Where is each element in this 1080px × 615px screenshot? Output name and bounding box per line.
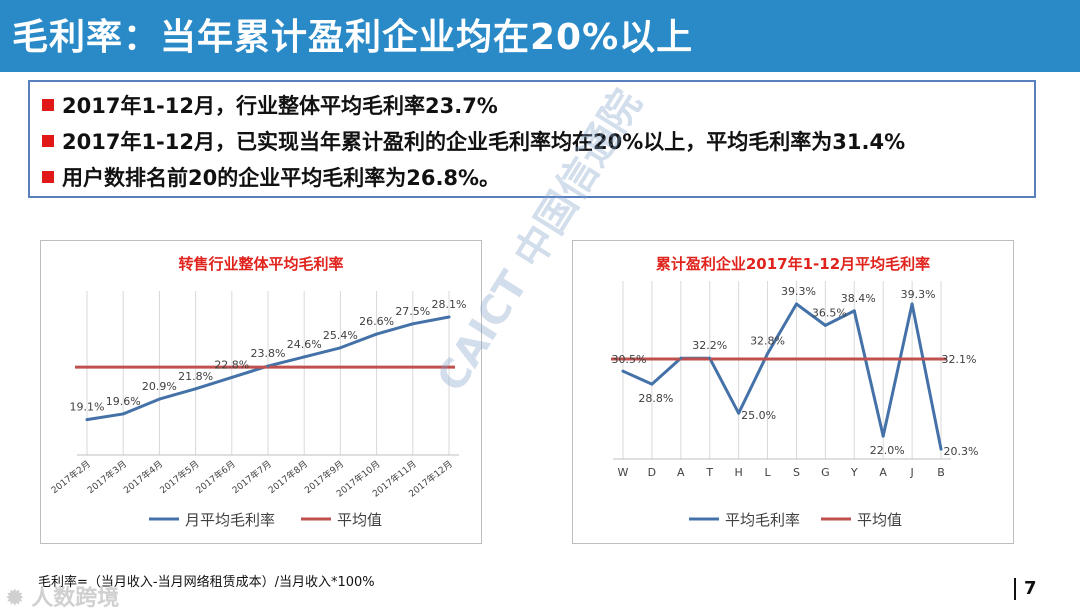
data-point bbox=[823, 323, 827, 327]
x-tick-label: A bbox=[677, 466, 685, 479]
data-label: 20.3% bbox=[944, 445, 979, 458]
data-label: 27.5% bbox=[395, 305, 430, 318]
x-tick-label: B bbox=[937, 466, 945, 479]
header-bar: 毛利率：当年累计盈利企业均在20%以上 bbox=[0, 0, 1080, 72]
bullet-text: 2017年1-12月，行业整体平均毛利率23.7% bbox=[62, 94, 498, 118]
legend-label: 月平均毛利率 bbox=[185, 511, 275, 529]
x-tick-label: Y bbox=[850, 466, 858, 479]
x-tick-label: J bbox=[909, 466, 913, 479]
watermark-logo: 🟓 人数跨境 bbox=[6, 586, 120, 611]
data-label: 39.3% bbox=[781, 285, 816, 298]
x-tick-label: H bbox=[734, 466, 742, 479]
data-point bbox=[302, 355, 306, 359]
bullet-item: 用户数排名前20的企业平均毛利率为26.8%。 bbox=[42, 162, 500, 192]
data-point bbox=[621, 369, 625, 373]
data-label: 20.9% bbox=[142, 380, 177, 393]
data-point bbox=[852, 309, 856, 313]
data-label: 32.8% bbox=[750, 335, 785, 348]
bullet-item: 2017年1-12月，行业整体平均毛利率23.7% bbox=[42, 90, 498, 120]
data-label: 32.2% bbox=[692, 339, 727, 352]
data-point bbox=[411, 322, 415, 326]
data-label: 23.8% bbox=[251, 347, 286, 360]
x-tick-label: 2017年4月 bbox=[121, 458, 165, 496]
x-tick-label: 2017年3月 bbox=[85, 458, 129, 496]
industry-margin-chart: 转售行业整体平均毛利率 19.1% 19.6%20.9%21.8%22.8%23.8… bbox=[49, 255, 467, 529]
data-point bbox=[708, 356, 712, 360]
x-tick-label: 2017年6月 bbox=[194, 458, 238, 496]
page-number: 7 bbox=[1014, 578, 1037, 600]
data-point bbox=[679, 356, 683, 360]
legend-label: 平均毛利率 bbox=[725, 511, 800, 529]
data-point bbox=[121, 412, 125, 416]
chart-title: 转售行业整体平均毛利率 bbox=[178, 255, 343, 273]
x-tick-label: A bbox=[879, 466, 887, 479]
summary-box: 2017年1-12月，行业整体平均毛利率23.7% 2017年1-12月，已实现… bbox=[28, 80, 1036, 198]
data-point bbox=[939, 447, 943, 451]
data-point bbox=[766, 352, 770, 356]
x-tick-label: D bbox=[648, 466, 656, 479]
x-tick-label: W bbox=[618, 466, 629, 479]
bullet-item: 2017年1-12月，已实现当年累计盈利的企业毛利率均在20%以上，平均毛利率为… bbox=[42, 126, 905, 156]
chart-panel-industry: 转售行业整体平均毛利率 19.1% 19.6% 20.9% 21.8% 22.8% 23.8… bbox=[40, 240, 482, 544]
data-label: 26.6% bbox=[359, 315, 394, 328]
data-label: 19.6% bbox=[106, 395, 141, 408]
data-label: 28.8% bbox=[638, 392, 673, 405]
bullet-marker-icon bbox=[42, 135, 54, 147]
chart-title: 累计盈利企业2017年1-12月平均毛利率 bbox=[656, 255, 930, 273]
x-tick-label: 2017年2月 bbox=[49, 458, 93, 496]
x-tick-label: 2017年8月 bbox=[266, 458, 310, 496]
x-tick-label: T bbox=[705, 466, 713, 479]
data-label: 30.5% bbox=[612, 353, 647, 366]
data-point bbox=[650, 382, 654, 386]
data-label: 19.1% bbox=[70, 401, 105, 414]
x-tick-label: S bbox=[793, 466, 800, 479]
x-tick-label: G bbox=[821, 466, 830, 479]
chart-panel-profitable: 累计盈利企业2017年1-12月平均毛利率 30.5% 28.8% 32.2% 25.0… bbox=[572, 240, 1014, 544]
bullet-text: 2017年1-12月，已实现当年累计盈利的企业毛利率均在20%以上，平均毛利率为… bbox=[62, 130, 906, 154]
x-tick-label: 2017年5月 bbox=[157, 458, 201, 496]
series-line-平均毛利率 bbox=[622, 302, 943, 450]
data-point bbox=[230, 375, 234, 379]
data-label: 38.4% bbox=[841, 292, 876, 305]
data-point bbox=[447, 315, 451, 319]
data-point bbox=[881, 434, 885, 438]
data-point bbox=[266, 364, 270, 368]
data-point bbox=[338, 346, 342, 350]
data-point bbox=[194, 387, 198, 391]
bullet-marker-icon bbox=[42, 171, 54, 183]
data-point bbox=[794, 302, 798, 306]
data-label: 28.1% bbox=[432, 298, 467, 311]
bullet-text: 用户数排名前20的企业平均毛利率为26.8%。 bbox=[62, 166, 501, 190]
footnote: 毛利率=（当月收入-当月网络租赁成本）/当月收入*100% bbox=[38, 575, 375, 590]
data-label: 36.5% bbox=[812, 306, 847, 319]
page-title: 毛利率：当年累计盈利企业均在20%以上 bbox=[12, 17, 694, 58]
x-tick-label: L bbox=[764, 466, 771, 479]
data-label: 39.3% bbox=[901, 288, 936, 301]
x-tick-label: 2017年7月 bbox=[230, 458, 274, 496]
data-point bbox=[85, 418, 89, 422]
data-point bbox=[910, 302, 914, 306]
data-point bbox=[157, 397, 161, 401]
data-label: 22.0% bbox=[870, 444, 905, 457]
data-point bbox=[375, 332, 379, 336]
data-label: 25.4% bbox=[323, 329, 358, 342]
data-label: 32.1% bbox=[942, 353, 977, 366]
data-label: 24.6% bbox=[287, 338, 322, 351]
profitable-margin-chart: 累计盈利企业2017年1-12月平均毛利率 30.5% 28.8% 32.2% 25.0… bbox=[611, 255, 979, 529]
data-label: 21.8% bbox=[178, 370, 213, 383]
legend-label: 平均值 bbox=[857, 511, 902, 529]
bullet-marker-icon bbox=[42, 99, 54, 111]
data-label: 22.8% bbox=[214, 358, 249, 371]
data-label: 25.0% bbox=[741, 409, 776, 422]
data-point bbox=[737, 411, 741, 415]
legend-label: 平均值 bbox=[337, 511, 382, 529]
